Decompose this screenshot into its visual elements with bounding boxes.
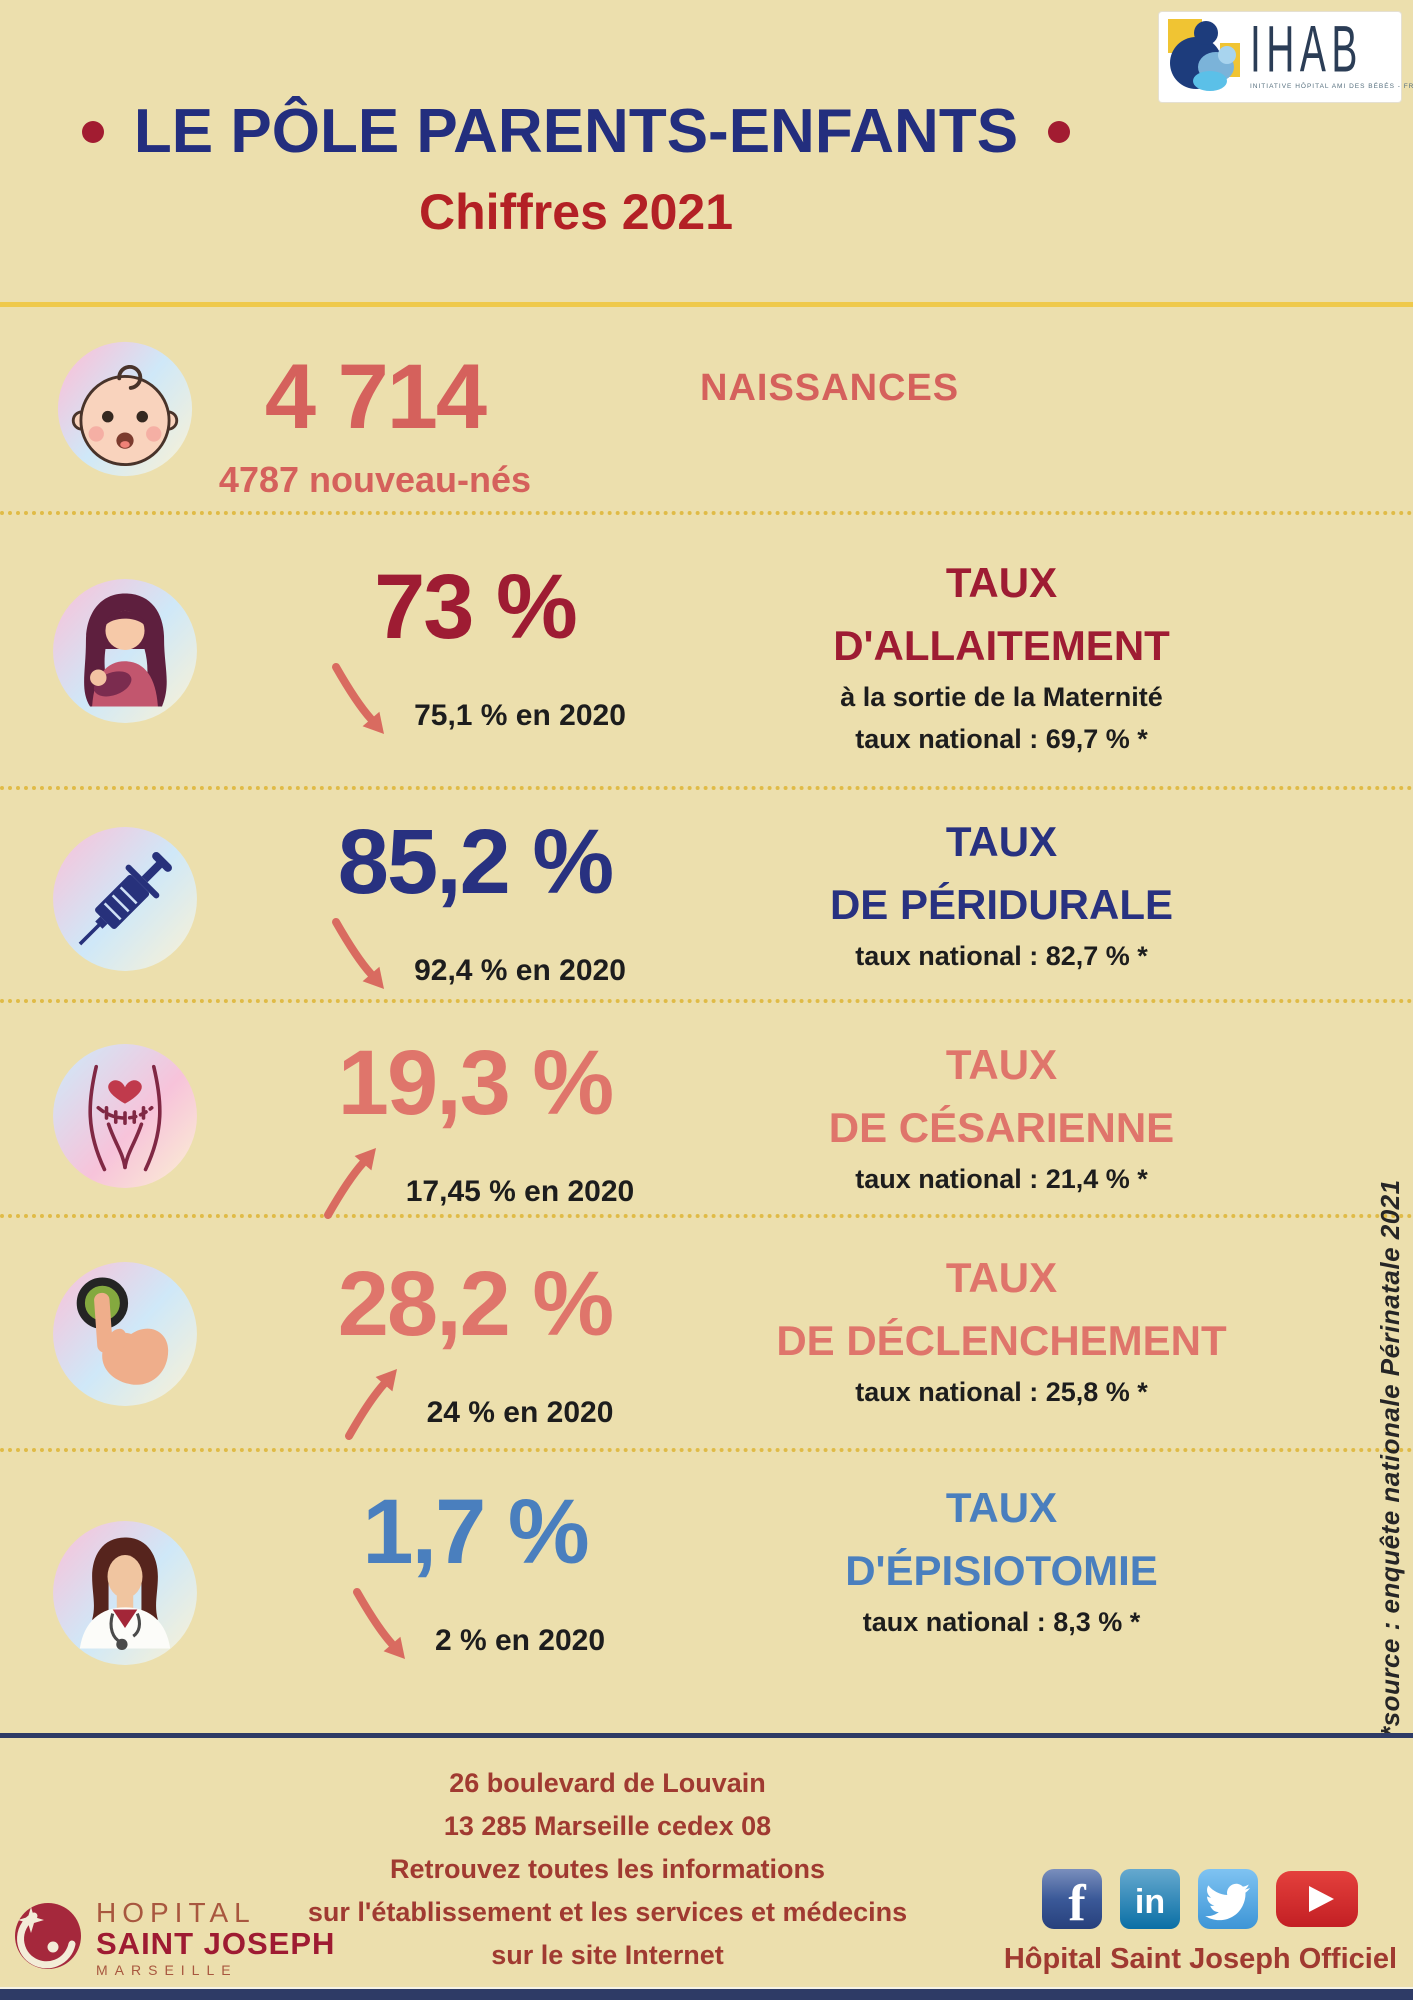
footer-address-block: 26 boulevard de Louvain 13 285 Marseille… [250, 1762, 965, 2000]
button-press-icon [0, 1218, 250, 1449]
address-line: 13 285 Marseille cedex 08 [443, 1811, 772, 1841]
cesarienne-previous: 17,45 % en 2020 [405, 1175, 635, 1208]
svg-text:f: f [1069, 1875, 1087, 1930]
trend-up-arrow-icon [316, 1135, 386, 1228]
trend-down-arrow-icon [345, 1584, 415, 1677]
bottom-bar [0, 1987, 1413, 2000]
trend-down-arrow-icon [324, 914, 394, 1007]
stat-row-declenchement: 28,2 % 24 % en 2020 TAUX DE DÉCLENCHEMEN… [0, 1218, 1413, 1452]
allaitement-title-1: TAUX [945, 559, 1058, 606]
baby-icon [0, 307, 250, 511]
linkedin-icon[interactable]: in [1119, 1868, 1181, 1935]
declenchement-value: 28,2 % [337, 1253, 614, 1355]
peridurale-previous: 92,4 % en 2020 [414, 954, 626, 987]
bullet-icon [81, 120, 104, 143]
svg-text:in: in [1135, 1883, 1165, 1921]
breastfeeding-icon [0, 515, 250, 786]
naissances-label: NAISSANCES [700, 367, 960, 409]
allaitement-previous: 75,1 % en 2020 [414, 699, 626, 732]
episiotomie-value: 1,7 % [362, 1481, 589, 1583]
ihab-logo: IHAB INITIATIVE HÔPITAL AMI DES BÉBÉS - … [1159, 12, 1413, 102]
hospital-logo-line2: SAINT JOSEPH [96, 1925, 336, 1961]
hospital-logo-line3: MARSEILLE [96, 1962, 238, 1979]
ihab-mother-baby-icon [1166, 16, 1242, 98]
cesarean-icon [0, 1003, 250, 1228]
page-subtitle: Chiffres 2021 [418, 184, 734, 240]
footer-info-line: sur le site Internet [491, 1940, 724, 1970]
cesarienne-value: 19,3 % [337, 1032, 614, 1134]
twitter-icon[interactable] [1197, 1868, 1259, 1935]
naissances-value: 4 714 [264, 346, 487, 448]
naissances-subvalue: 4787 nouveau-nés [218, 459, 532, 500]
declenchement-previous: 24 % en 2020 [426, 1396, 614, 1429]
cesarienne-title-1: TAUX [945, 1041, 1058, 1088]
social-caption: Hôpital Saint Joseph Officiel [1003, 1943, 1397, 1975]
hospital-logo: HOPITAL SAINT JOSEPH MARSEILLE [12, 1898, 335, 1978]
peridurale-title-2: DE PÉRIDURALE [829, 881, 1174, 928]
footer-info-line: sur l'établissement et les services et m… [307, 1897, 908, 1927]
declenchement-title-2: DE DÉCLENCHEMENT [776, 1317, 1227, 1364]
footer-info-line: Retrouvez toutes les informations [389, 1854, 826, 1884]
footer: 26 boulevard de Louvain 13 285 Marseille… [0, 1733, 1413, 2000]
source-note: *source : enquête nationale Périnatale 2… [1375, 1179, 1405, 1737]
episiotomie-previous: 2 % en 2020 [434, 1624, 606, 1657]
allaitement-title-2: D'ALLAITEMENT [833, 622, 1170, 669]
trend-down-arrow-icon [324, 659, 394, 752]
facebook-icon[interactable]: f [1041, 1868, 1103, 1935]
cesarienne-title-2: DE CÉSARIENNE [828, 1104, 1175, 1151]
ihab-tagline: INITIATIVE HÔPITAL AMI DES BÉBÉS - FRANC… [1250, 83, 1413, 90]
episiotomie-note: taux national : 8,3 % * [862, 1607, 1141, 1637]
stat-row-cesarienne: 19,3 % 17,45 % en 2020 TAUX DE CÉSARIENN… [0, 1003, 1413, 1219]
bullet-icon [1048, 120, 1071, 143]
stat-row-naissances: 4 714 4787 nouveau-nés NAISSANCES [0, 307, 1413, 515]
ihab-wordmark: IHAB [1250, 12, 1363, 86]
trend-up-arrow-icon [337, 1356, 407, 1449]
allaitement-note-2: taux national : 69,7 % * [855, 723, 1148, 754]
hospital-logo-line1: HOPITAL [96, 1897, 256, 1929]
stat-row-episiotomie: 1,7 % 2 % en 2020 TAUX D'ÉPISIOTOMIE tau… [0, 1452, 1413, 1733]
peridurale-value: 85,2 % [337, 811, 614, 913]
declenchement-title-1: TAUX [945, 1254, 1058, 1301]
stat-row-peridurale: 85,2 % 92,4 % en 2020 TAUX DE PÉRIDURALE… [0, 790, 1413, 1003]
stat-row-allaitement: 73 % 75,1 % en 2020 TAUX D'ALLAITEMENT à… [0, 515, 1413, 790]
peridurale-note: taux national : 82,7 % * [855, 941, 1148, 971]
cesarienne-note: taux national : 21,4 % * [855, 1164, 1148, 1194]
allaitement-note-1: à la sortie de la Maternité [840, 682, 1163, 712]
page-title: LE PÔLE PARENTS-ENFANTS [133, 97, 1019, 166]
doctor-icon [0, 1452, 250, 1733]
youtube-icon[interactable] [1275, 1870, 1359, 1933]
peridurale-title-1: TAUX [945, 818, 1058, 865]
syringe-icon [0, 790, 250, 1007]
title-block: LE PÔLE PARENTS-ENFANTS Chiffres 2021 [0, 0, 1152, 241]
social-block: f in [1004, 1868, 1397, 1976]
declenchement-note: taux national : 25,8 % * [855, 1377, 1148, 1407]
episiotomie-title-2: D'ÉPISIOTOMIE [845, 1547, 1158, 1594]
episiotomie-title-1: TAUX [945, 1484, 1058, 1531]
hospital-logo-icon [12, 1900, 84, 1977]
header: LE PÔLE PARENTS-ENFANTS Chiffres 2021 [0, 0, 1413, 307]
allaitement-value: 73 % [374, 556, 578, 658]
address-line: 26 boulevard de Louvain [449, 1768, 766, 1798]
